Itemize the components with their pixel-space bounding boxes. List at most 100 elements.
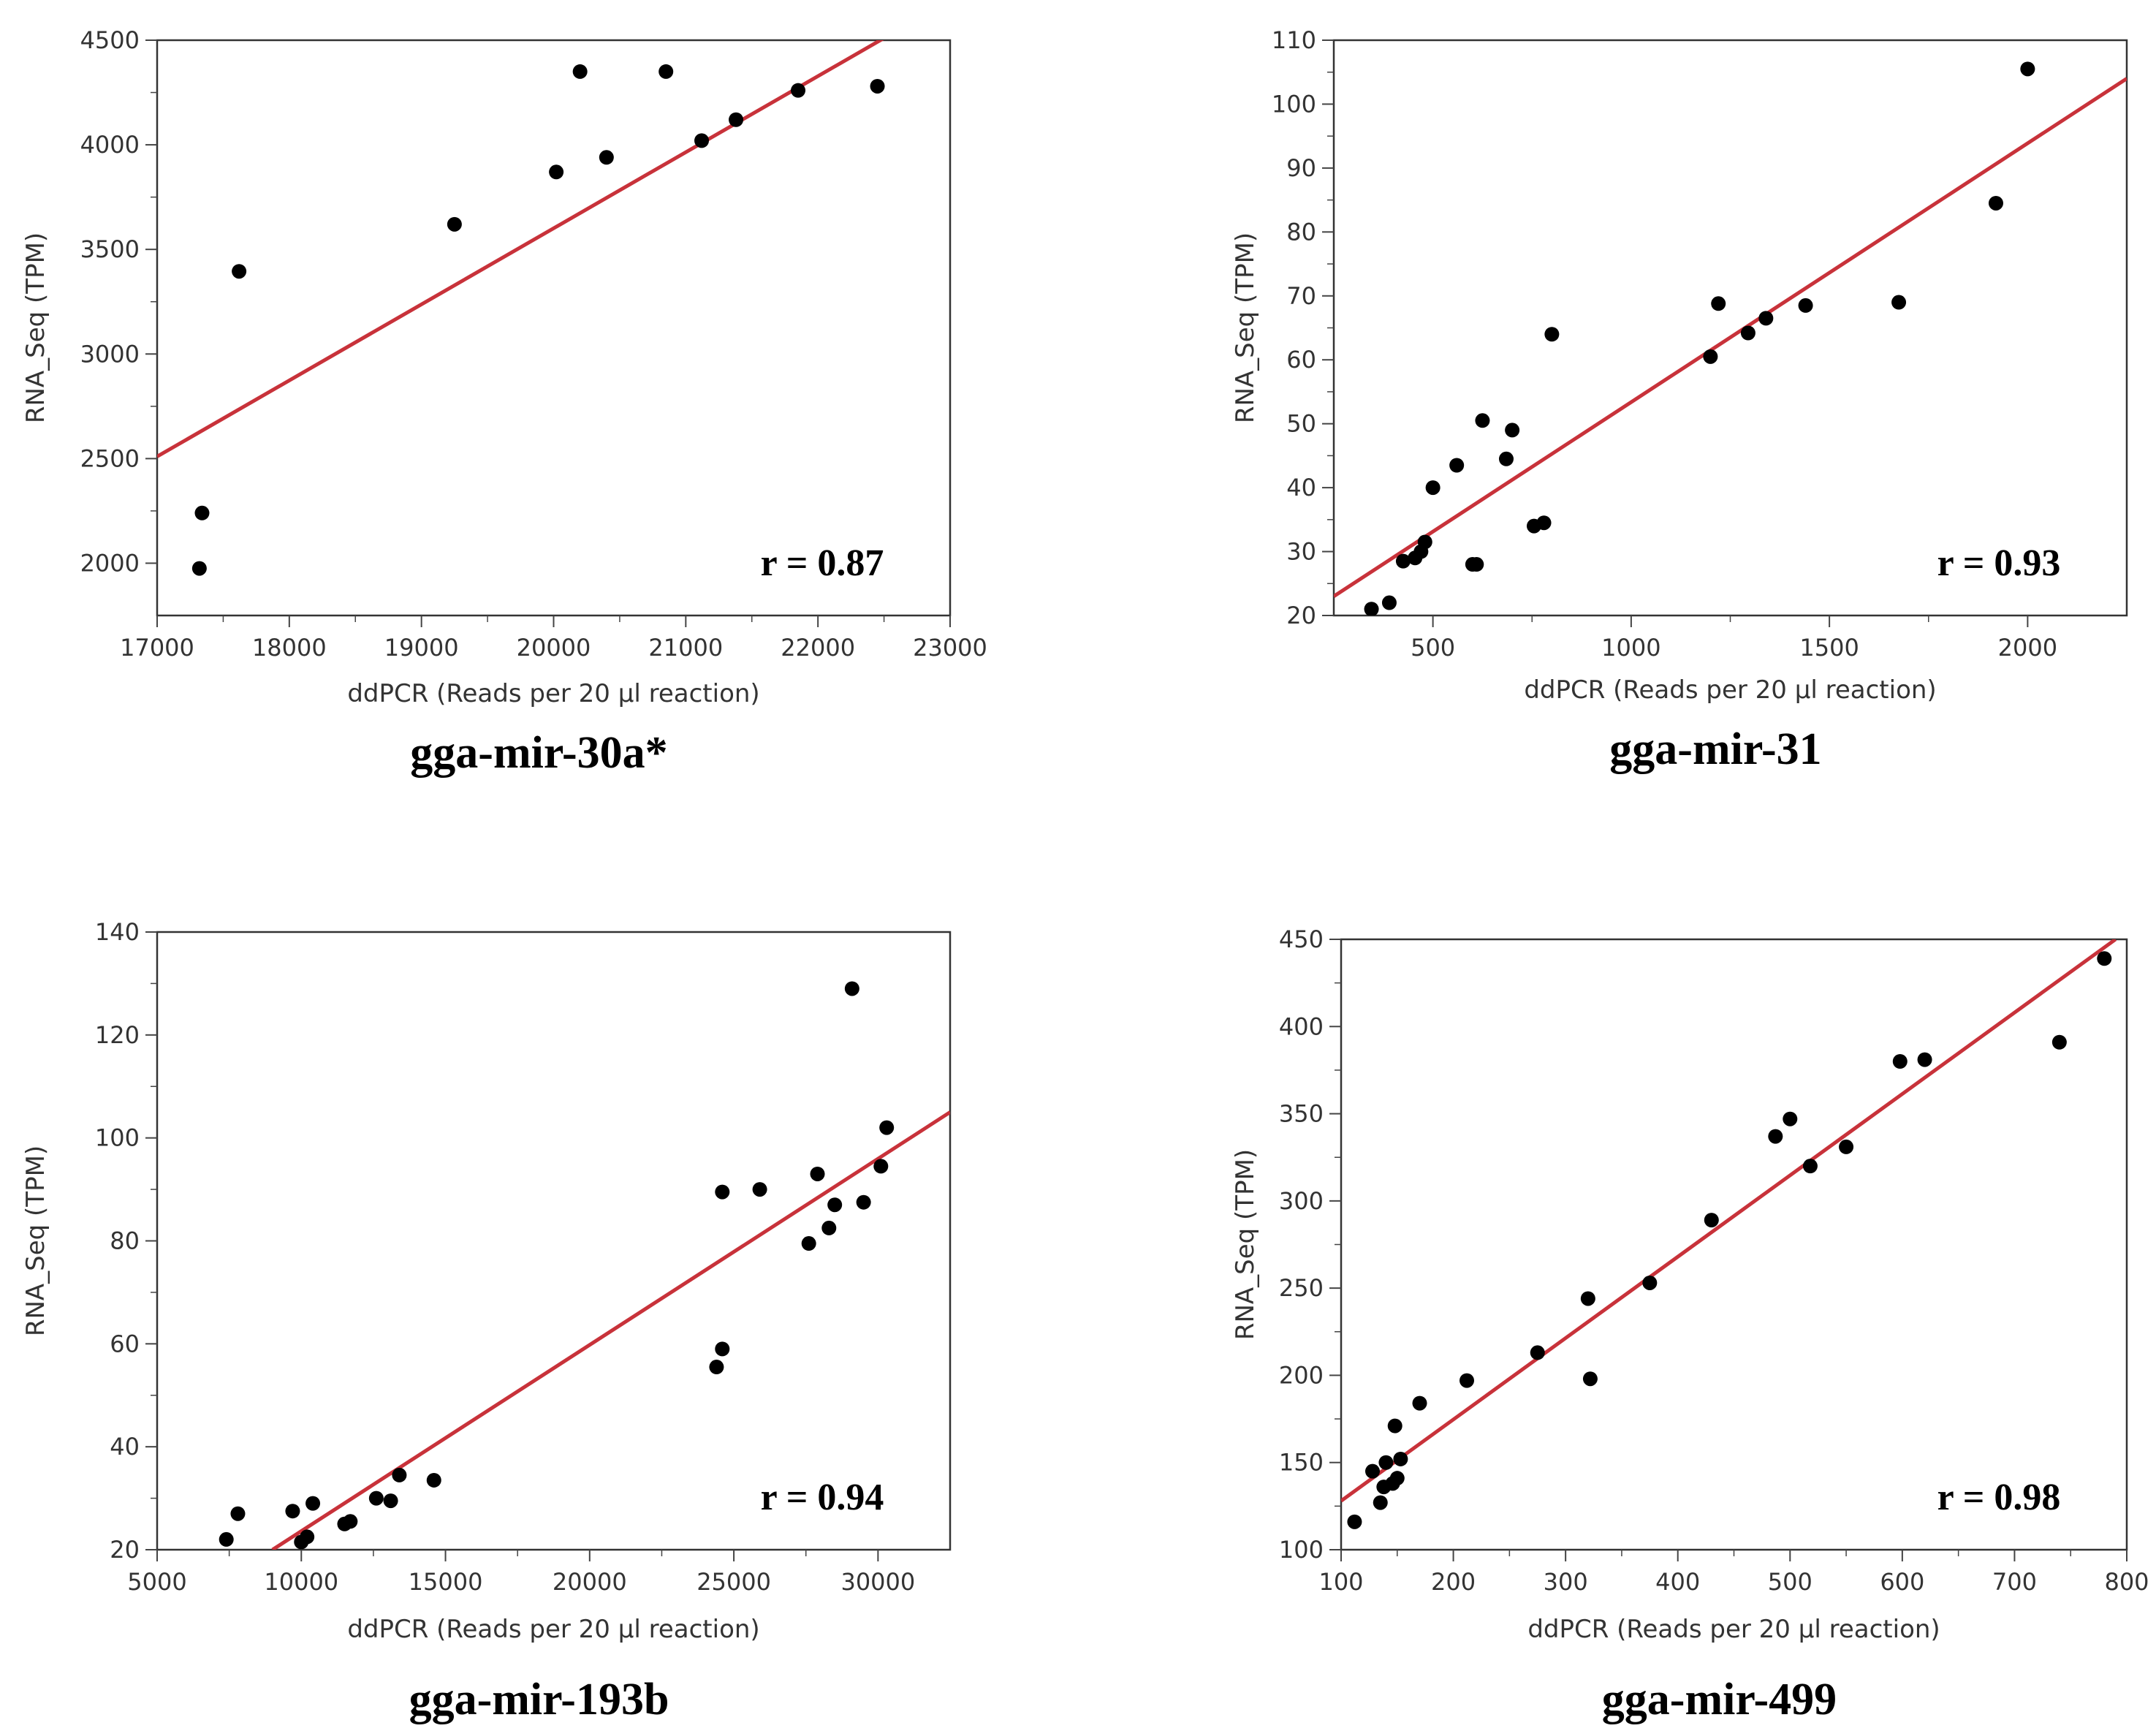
data-point (801, 1236, 816, 1251)
data-point (821, 1220, 837, 1235)
y-tick-label: 450 (1279, 925, 1324, 953)
data-point (599, 150, 614, 165)
y-tick-label: 150 (1279, 1449, 1324, 1477)
data-point (729, 112, 744, 127)
x-tick-label: 22000 (781, 634, 855, 662)
data-point (285, 1504, 300, 1519)
data-point (1469, 557, 1484, 572)
data-point (715, 1341, 730, 1357)
data-point (1347, 1514, 1362, 1529)
y-tick-label: 110 (1272, 26, 1316, 54)
y-tick-label: 4500 (80, 26, 140, 54)
data-point (1544, 327, 1560, 342)
data-point (1740, 325, 1755, 341)
data-point (844, 981, 859, 996)
y-tick-label: 300 (1279, 1187, 1324, 1215)
data-point (2051, 1034, 2067, 1050)
y-axis-label: RNA_Seq (TPM) (1231, 232, 1260, 423)
plot-frame (1332, 39, 2128, 617)
data-point (1711, 296, 1726, 311)
data-point (1475, 413, 1490, 428)
data-point (1378, 1455, 1394, 1470)
panel-mir-499: 100 200 300 400 500 600 700 800 100 150 200 250 300 3… (1231, 925, 2149, 1724)
data-point (791, 83, 806, 98)
y-tick-label: 200 (1279, 1361, 1324, 1389)
data-point (1988, 195, 2003, 211)
data-point (219, 1531, 234, 1547)
correlation-label: r = 0.93 (1937, 542, 2061, 584)
data-point (873, 1159, 889, 1174)
data-point (1449, 458, 1465, 473)
y-tick-label: 90 (1286, 154, 1316, 182)
x-tick-label: 100 (1318, 1568, 1363, 1596)
data-point (392, 1467, 407, 1482)
data-point (752, 1182, 767, 1197)
x-tick-label: 500 (1411, 634, 1455, 662)
plot-frame (156, 931, 952, 1551)
x-tick-label: 23000 (913, 634, 987, 662)
x-tick-label: 1000 (1601, 634, 1660, 662)
y-tick-label: 100 (1279, 1536, 1324, 1564)
data-point (426, 1472, 441, 1488)
plot-frame (1340, 938, 2128, 1551)
panel-title: gga-mir-499 (1602, 1675, 1837, 1724)
plot-area (219, 981, 950, 1550)
y-tick-label: 40 (110, 1433, 140, 1461)
data-point (230, 1506, 246, 1521)
y-tick-label: 140 (95, 918, 140, 946)
correlation-label: r = 0.87 (761, 542, 884, 584)
y-axis-label: RNA_Seq (TPM) (21, 1145, 50, 1336)
data-point (300, 1529, 315, 1545)
data-point (549, 164, 564, 180)
y-tick-label: 2500 (80, 444, 140, 472)
data-point (1417, 534, 1432, 550)
data-point (1892, 1054, 1908, 1069)
x-tick-label: 300 (1544, 1568, 1588, 1596)
x-tick-label: 400 (1655, 1568, 1700, 1596)
data-point (1703, 349, 1718, 364)
data-point (870, 78, 885, 94)
y-tick-label: 30 (1286, 538, 1316, 566)
x-tick-label: 17000 (120, 634, 194, 662)
plot-area (157, 40, 885, 576)
data-point (694, 133, 710, 148)
x-tick-label: 10000 (264, 1568, 338, 1596)
x-tick-label: 15000 (409, 1568, 483, 1596)
data-point (1425, 480, 1441, 496)
data-point (879, 1120, 895, 1135)
y-tick-label: 50 (1286, 410, 1316, 438)
y-tick-label: 70 (1286, 282, 1316, 310)
data-point (1891, 295, 1907, 310)
x-tick-label: 500 (1768, 1568, 1813, 1596)
y-axis-label: RNA_Seq (TPM) (21, 232, 50, 423)
data-point (1536, 515, 1552, 531)
data-point (658, 64, 674, 79)
x-tick-label: 700 (1992, 1568, 2037, 1596)
data-point (1839, 1139, 1854, 1154)
x-tick-label: 5000 (127, 1568, 186, 1596)
data-point (1393, 1451, 1408, 1466)
data-point (1758, 311, 1774, 326)
regression-line (1341, 939, 2117, 1503)
data-point (810, 1166, 825, 1181)
y-axis-label: RNA_Seq (TPM) (1231, 1149, 1260, 1340)
data-point (305, 1496, 321, 1511)
data-point (1768, 1129, 1783, 1144)
data-point (1783, 1111, 1798, 1126)
y-tick-label: 60 (110, 1330, 140, 1357)
panel-title: gga-mir-30a* (410, 728, 667, 778)
data-point (1395, 553, 1411, 569)
data-point (447, 216, 462, 232)
plot-area (1334, 61, 2127, 615)
x-tick-label: 30000 (840, 1568, 915, 1596)
regression-line (271, 1110, 950, 1550)
data-point (1498, 451, 1514, 466)
panel-title: gga-mir-31 (1609, 724, 1821, 774)
y-tick-label: 250 (1279, 1274, 1324, 1302)
x-tick-label: 21000 (648, 634, 723, 662)
y-tick-label: 3000 (80, 340, 140, 368)
x-tick-label: 18000 (252, 634, 327, 662)
data-point (383, 1493, 398, 1509)
data-point (827, 1197, 843, 1213)
